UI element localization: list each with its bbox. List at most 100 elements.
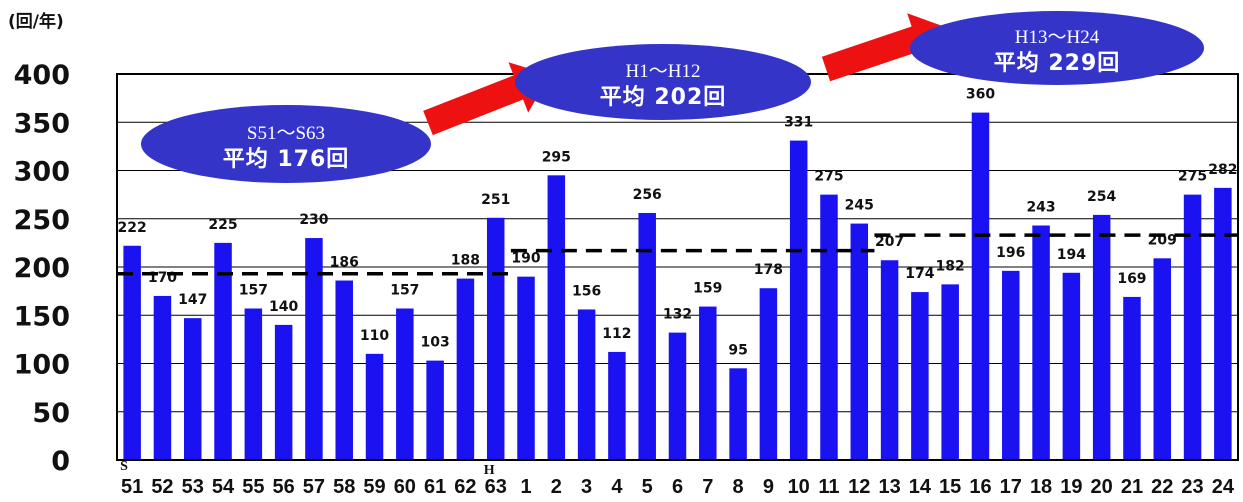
bar	[183, 318, 202, 460]
x-tick-label: 5	[642, 476, 653, 498]
x-tick-label: 4	[611, 476, 623, 498]
data-label: 243	[1026, 200, 1055, 216]
data-label: 196	[996, 245, 1025, 261]
average-range-label: H13～H24	[1015, 27, 1100, 48]
x-tick-label: 52	[151, 476, 173, 498]
bar	[1183, 194, 1202, 460]
bar	[820, 194, 838, 460]
y-tick-label: 300	[14, 157, 70, 188]
data-label: 194	[1057, 247, 1086, 263]
data-label: 95	[728, 342, 747, 358]
data-label: 230	[299, 212, 328, 228]
y-tick-label: 400	[14, 60, 70, 91]
bar	[1092, 214, 1111, 460]
data-label: 275	[1178, 169, 1207, 185]
x-tick-label: 6	[672, 476, 683, 498]
bar	[426, 360, 444, 460]
bar	[1002, 270, 1020, 460]
x-tick-label: 61	[424, 476, 446, 498]
trend-arrow	[821, 13, 948, 82]
data-label: 275	[814, 169, 843, 185]
bar	[850, 223, 869, 460]
data-label: 222	[118, 220, 147, 236]
data-label: 188	[451, 253, 480, 269]
x-tick-label: 55	[242, 476, 264, 498]
data-label: 132	[663, 307, 692, 323]
x-tick-label: 18	[1030, 476, 1052, 498]
average-value-label: 平均 202回	[600, 84, 727, 110]
data-label: 110	[360, 328, 389, 344]
x-tick-label: 1	[520, 476, 531, 498]
y-axis: 0 50 100 150 200 250 300 350 400	[14, 60, 70, 477]
data-label: 157	[390, 282, 419, 298]
bar	[911, 292, 929, 460]
data-label: 360	[966, 87, 995, 103]
x-tick-label: 20	[1091, 476, 1113, 498]
data-label: 295	[542, 149, 571, 165]
bar	[1214, 187, 1232, 460]
data-label: 186	[330, 255, 359, 271]
unit-label: (回/年)	[8, 11, 64, 32]
x-tick-label: 59	[363, 476, 385, 498]
x-tick-label: 9	[763, 476, 774, 498]
x-tick-label: 63	[485, 476, 507, 498]
x-tick-label: 22	[1151, 476, 1173, 498]
data-label: 140	[269, 299, 298, 315]
data-label: 207	[875, 234, 904, 250]
data-label: 190	[511, 251, 540, 267]
x-tick-label: 10	[788, 476, 810, 498]
x-tick-label: 21	[1121, 476, 1143, 498]
data-label: 256	[633, 187, 662, 203]
x-tick-label: 56	[273, 476, 295, 498]
bar	[577, 309, 596, 460]
bar	[729, 368, 747, 460]
data-label: 254	[1087, 189, 1116, 205]
bar	[971, 112, 990, 460]
data-label: 178	[754, 262, 783, 278]
y-tick-label: 50	[32, 398, 70, 429]
y-tick-label: 0	[51, 446, 70, 477]
bar	[486, 217, 505, 460]
data-label: 169	[1117, 271, 1146, 287]
data-label: 112	[602, 326, 631, 342]
data-label: 156	[572, 283, 601, 299]
average-bubble	[141, 105, 431, 183]
bar	[365, 353, 384, 460]
average-value-label: 平均 176回	[223, 146, 350, 172]
data-label: 157	[239, 282, 268, 298]
bar	[456, 278, 475, 460]
data-label: 147	[178, 292, 207, 308]
bar	[274, 324, 293, 460]
y-tick-label: 100	[14, 350, 70, 381]
average-value-label: 平均 229回	[994, 50, 1121, 76]
bar	[396, 308, 414, 460]
bar	[1123, 296, 1141, 460]
x-tick-label: 19	[1060, 476, 1082, 498]
x-tick-label: 58	[333, 476, 355, 498]
x-tick-label: 2	[551, 476, 562, 498]
era-marker: S	[120, 459, 128, 474]
bars	[123, 112, 1232, 460]
bar	[153, 295, 172, 460]
data-labels: 2221701472251571402301861101571031882511…	[118, 87, 1238, 359]
x-tick-label: 11	[818, 476, 839, 498]
bar	[789, 140, 808, 460]
data-label: 225	[208, 217, 237, 233]
x-tick-label: 53	[182, 476, 204, 498]
bar	[335, 280, 353, 460]
bar	[1153, 258, 1172, 460]
bar	[517, 276, 535, 460]
data-label: 251	[481, 192, 510, 208]
x-tick-label: 14	[909, 476, 932, 498]
bar	[1032, 225, 1050, 460]
bar	[638, 212, 656, 460]
x-tick-label: 15	[939, 476, 961, 498]
average-lines	[117, 233, 1238, 276]
x-tick-label: 3	[581, 476, 592, 498]
bar	[214, 242, 232, 460]
bar	[123, 245, 141, 460]
x-tick-label: 12	[848, 476, 870, 498]
bar	[608, 351, 626, 460]
